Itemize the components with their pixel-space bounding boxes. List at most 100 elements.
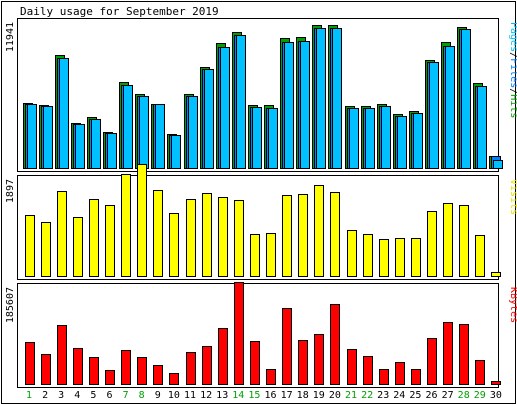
bar-kbytes-day-5 bbox=[89, 357, 99, 385]
day-label-8: 8 bbox=[139, 390, 145, 401]
bar-visits-day-2 bbox=[41, 222, 51, 277]
bar-visits-day-11 bbox=[186, 199, 196, 277]
day-label-25: 25 bbox=[409, 390, 421, 401]
bar-visits-day-15 bbox=[250, 234, 260, 277]
bar-kbytes-day-1 bbox=[25, 342, 35, 385]
bar-visits-day-1 bbox=[25, 215, 35, 277]
bar-kbytes-day-21 bbox=[347, 349, 357, 385]
panel-visits-max-label: 1897 bbox=[5, 179, 16, 203]
bar-pages-day-8 bbox=[139, 96, 149, 169]
bar-kbytes-day-6 bbox=[105, 370, 115, 385]
bar-pages-day-25 bbox=[413, 113, 423, 169]
day-label-3: 3 bbox=[58, 390, 64, 401]
bar-pages-day-22 bbox=[365, 108, 375, 169]
series-label-part: Pages bbox=[508, 22, 517, 52]
bar-visits-day-13 bbox=[218, 197, 228, 277]
series-label-part: Visits bbox=[508, 179, 517, 215]
series-label-part: KBytes bbox=[508, 287, 517, 323]
bar-pages-day-2 bbox=[43, 106, 53, 169]
bar-pages-day-28 bbox=[461, 29, 471, 169]
bar-pages-day-23 bbox=[381, 106, 391, 169]
day-label-10: 10 bbox=[168, 390, 180, 401]
bar-visits-day-5 bbox=[89, 199, 99, 277]
bar-visits-day-24 bbox=[395, 238, 405, 277]
bar-kbytes-day-12 bbox=[202, 346, 212, 385]
bar-kbytes-day-18 bbox=[298, 340, 308, 385]
day-label-17: 17 bbox=[281, 390, 293, 401]
bar-pages-day-1 bbox=[27, 104, 37, 169]
bar-pages-day-5 bbox=[91, 119, 101, 169]
bar-kbytes-day-28 bbox=[459, 324, 469, 385]
bar-visits-day-8 bbox=[137, 164, 147, 277]
day-label-27: 27 bbox=[442, 390, 454, 401]
series-label-part: / bbox=[508, 88, 517, 94]
bar-pages-day-6 bbox=[107, 133, 117, 169]
day-label-2: 2 bbox=[42, 390, 48, 401]
bar-kbytes-day-20 bbox=[330, 304, 340, 385]
bar-pages-day-13 bbox=[220, 47, 230, 169]
bar-pages-day-3 bbox=[59, 58, 69, 169]
bar-visits-day-25 bbox=[411, 238, 421, 277]
bar-kbytes-day-8 bbox=[137, 357, 147, 385]
day-label-29: 29 bbox=[474, 390, 486, 401]
bar-visits-day-20 bbox=[330, 192, 340, 277]
bar-kbytes-day-29 bbox=[475, 360, 485, 385]
bar-pages-day-17 bbox=[284, 42, 294, 169]
bar-kbytes-day-15 bbox=[250, 341, 260, 385]
series-label-part: Hits bbox=[508, 94, 517, 118]
bar-kbytes-day-11 bbox=[186, 352, 196, 385]
bar-pages-day-21 bbox=[349, 108, 359, 169]
bar-kbytes-day-7 bbox=[121, 350, 131, 385]
bar-visits-day-30 bbox=[491, 272, 501, 277]
day-label-24: 24 bbox=[393, 390, 405, 401]
day-label-1: 1 bbox=[26, 390, 32, 401]
bar-visits-day-16 bbox=[266, 233, 276, 277]
bar-kbytes-day-17 bbox=[282, 308, 292, 385]
bar-pages-day-14 bbox=[236, 35, 246, 169]
bar-pages-day-29 bbox=[477, 86, 487, 169]
bar-pages-day-24 bbox=[397, 116, 407, 169]
day-label-28: 28 bbox=[458, 390, 470, 401]
bar-kbytes-day-19 bbox=[314, 334, 324, 385]
bar-visits-day-28 bbox=[459, 205, 469, 277]
day-label-19: 19 bbox=[313, 390, 325, 401]
bar-pages-day-11 bbox=[188, 96, 198, 169]
bar-visits-day-7 bbox=[121, 174, 131, 277]
bar-visits-day-9 bbox=[153, 190, 163, 277]
bar-visits-day-10 bbox=[169, 213, 179, 277]
panel-kbytes-series-label: KBytes bbox=[508, 287, 517, 323]
day-label-16: 16 bbox=[264, 390, 276, 401]
bar-kbytes-day-26 bbox=[427, 338, 437, 385]
day-label-14: 14 bbox=[232, 390, 244, 401]
bar-visits-day-19 bbox=[314, 185, 324, 277]
bar-pages-day-15 bbox=[252, 107, 262, 169]
day-label-9: 9 bbox=[155, 390, 161, 401]
bar-kbytes-day-9 bbox=[153, 365, 163, 385]
day-label-22: 22 bbox=[361, 390, 373, 401]
bar-kbytes-day-3 bbox=[57, 325, 67, 385]
bar-kbytes-day-22 bbox=[363, 356, 373, 385]
bar-pages-day-16 bbox=[268, 108, 278, 169]
panel-kbytes-max-label: 185607 bbox=[5, 287, 16, 323]
bar-visits-day-3 bbox=[57, 191, 67, 277]
series-label-part: / bbox=[508, 52, 517, 58]
bar-visits-day-27 bbox=[443, 203, 453, 277]
bar-visits-day-14 bbox=[234, 200, 244, 277]
bar-kbytes-day-2 bbox=[41, 354, 51, 385]
day-label-23: 23 bbox=[377, 390, 389, 401]
day-label-7: 7 bbox=[123, 390, 129, 401]
day-label-6: 6 bbox=[106, 390, 112, 401]
day-label-30: 30 bbox=[490, 390, 502, 401]
bar-kbytes-day-27 bbox=[443, 322, 453, 385]
day-label-5: 5 bbox=[90, 390, 96, 401]
bar-pages-day-30 bbox=[493, 160, 503, 169]
bar-pages-day-20 bbox=[332, 28, 342, 169]
bar-pages-day-19 bbox=[316, 28, 326, 169]
bar-visits-day-29 bbox=[475, 235, 485, 277]
bar-pages-day-10 bbox=[171, 135, 181, 169]
day-label-18: 18 bbox=[297, 390, 309, 401]
bar-pages-day-27 bbox=[445, 46, 455, 169]
